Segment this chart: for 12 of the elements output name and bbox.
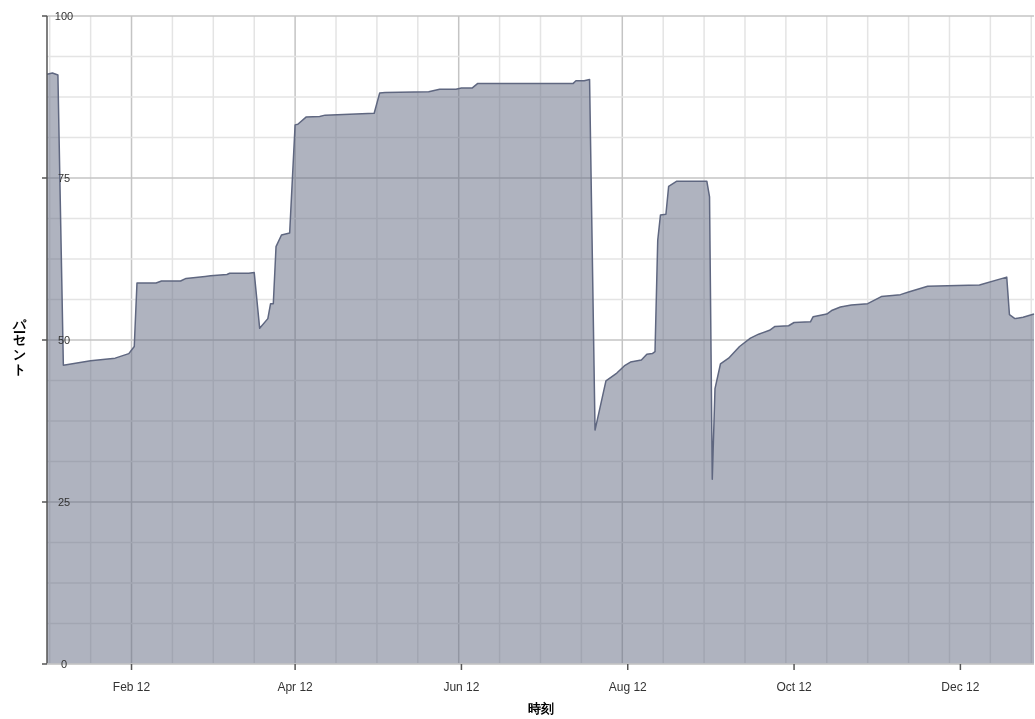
y-tick-label: 25 [57, 496, 71, 508]
y-axis-title: パーセント [12, 310, 28, 376]
y-tick-label: 100 [54, 10, 74, 22]
x-axis-title: 時刻 [527, 701, 554, 716]
x-tick-label: Jun 12 [443, 680, 480, 694]
x-tick-label: Oct 12 [776, 680, 813, 694]
x-tick-label: Aug 12 [608, 680, 648, 694]
x-tick-label: Feb 12 [112, 680, 151, 694]
x-tick-label: Dec 12 [941, 680, 980, 694]
x-tick-label: Apr 12 [277, 680, 314, 694]
y-tick-label: 50 [57, 334, 71, 346]
y-tick-label: 0 [60, 658, 68, 670]
